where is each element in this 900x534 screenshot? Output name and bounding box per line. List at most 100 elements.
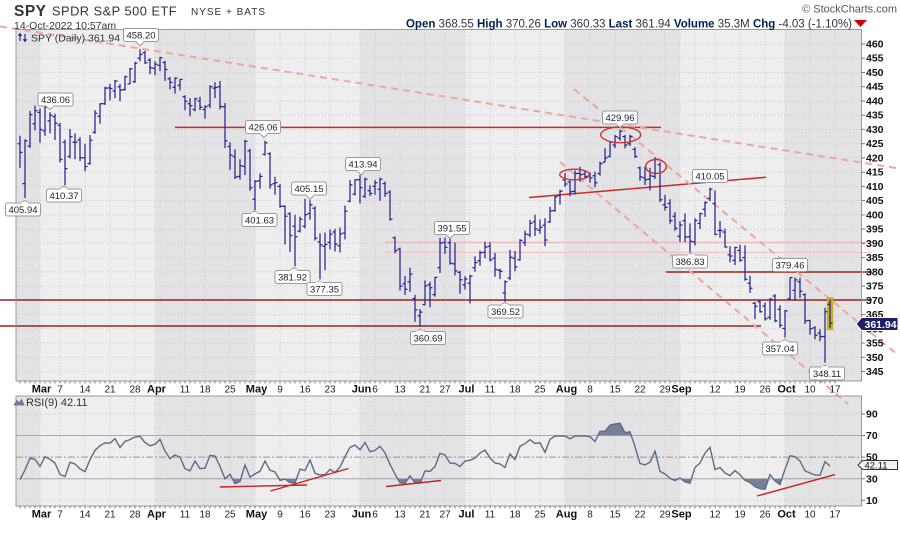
svg-text:May: May (246, 509, 268, 521)
svg-text:429.96: 429.96 (605, 113, 634, 124)
svg-text:410.37: 410.37 (49, 191, 78, 202)
svg-text:426.06: 426.06 (248, 122, 277, 133)
svg-text:405.15: 405.15 (294, 184, 323, 195)
svg-text:395: 395 (866, 224, 884, 236)
svg-text:14: 14 (79, 385, 91, 396)
svg-text:25: 25 (224, 510, 236, 521)
svg-text:9: 9 (277, 385, 283, 396)
svg-text:12: 12 (709, 385, 721, 396)
svg-text:18: 18 (509, 510, 521, 521)
svg-text:SPY: SPY (14, 3, 47, 20)
svg-text:23: 23 (324, 510, 336, 521)
svg-text:430: 430 (866, 124, 884, 136)
svg-text:13: 13 (394, 510, 406, 521)
svg-text:17: 17 (829, 385, 841, 396)
svg-text:28: 28 (129, 385, 141, 396)
svg-text:435: 435 (866, 110, 884, 122)
svg-text:350: 350 (866, 352, 884, 364)
svg-text:NYSE + BATS: NYSE + BATS (191, 7, 266, 18)
svg-text:26: 26 (759, 510, 771, 521)
svg-text:391.55: 391.55 (437, 223, 466, 234)
svg-text:15: 15 (609, 510, 621, 521)
svg-text:26: 26 (759, 385, 771, 396)
svg-text:29: 29 (659, 385, 671, 396)
svg-text:19: 19 (734, 510, 746, 521)
svg-text:390: 390 (866, 238, 884, 250)
svg-text:405: 405 (866, 195, 884, 207)
svg-text:30: 30 (866, 473, 878, 485)
svg-text:458.20: 458.20 (126, 30, 155, 41)
svg-text:11: 11 (180, 510, 191, 521)
svg-text:12: 12 (709, 510, 721, 521)
svg-text:Apr: Apr (147, 509, 167, 521)
svg-text:8: 8 (587, 385, 593, 396)
svg-text:Mar: Mar (32, 384, 52, 396)
svg-text:7: 7 (57, 385, 63, 396)
svg-text:Jul: Jul (459, 384, 475, 396)
svg-text:13: 13 (394, 385, 406, 396)
svg-text:369.52: 369.52 (491, 307, 520, 318)
svg-text:7: 7 (57, 510, 63, 521)
svg-text:375: 375 (866, 281, 884, 293)
svg-text:19: 19 (734, 385, 746, 396)
svg-text:Open 368.55 High 370.26 Low 36: Open 368.55 High 370.26 Low 360.33 Last … (406, 19, 852, 31)
svg-text:Aug: Aug (556, 384, 577, 396)
svg-text:21: 21 (104, 510, 116, 521)
svg-text:357.04: 357.04 (765, 344, 794, 355)
svg-text:9: 9 (277, 510, 283, 521)
svg-text:17: 17 (829, 510, 841, 521)
svg-text:345: 345 (866, 366, 884, 378)
svg-text:348.11: 348.11 (813, 369, 841, 380)
svg-text:Aug: Aug (556, 509, 577, 521)
svg-text:410: 410 (866, 181, 884, 193)
svg-text:Sep: Sep (671, 509, 691, 521)
svg-text:23: 23 (324, 385, 336, 396)
svg-text:SPDR S&P 500 ETF: SPDR S&P 500 ETF (52, 4, 177, 19)
svg-text:14: 14 (79, 510, 91, 521)
svg-text:361.94: 361.94 (865, 319, 897, 331)
svg-text:Sep: Sep (671, 384, 691, 396)
svg-text:May: May (246, 384, 268, 396)
svg-text:10: 10 (866, 495, 878, 507)
svg-text:Oct: Oct (777, 509, 796, 521)
svg-text:8: 8 (587, 510, 593, 521)
svg-text:450: 450 (866, 67, 884, 79)
svg-text:Oct: Oct (777, 384, 796, 396)
svg-text:360.69: 360.69 (413, 333, 442, 344)
svg-text:355: 355 (866, 338, 884, 350)
svg-text:21: 21 (419, 510, 431, 521)
svg-text:6: 6 (372, 385, 378, 396)
svg-text:Apr: Apr (147, 384, 167, 396)
svg-text:380: 380 (866, 266, 884, 278)
svg-text:401.63: 401.63 (245, 215, 274, 226)
svg-text:11: 11 (485, 385, 496, 396)
svg-text:14-Oct-2022 10:57am: 14-Oct-2022 10:57am (14, 20, 116, 32)
svg-text:16: 16 (299, 385, 311, 396)
svg-text:436.06: 436.06 (41, 95, 70, 106)
svg-text:28: 28 (129, 510, 141, 521)
svg-text:385: 385 (866, 252, 884, 264)
svg-text:420: 420 (866, 152, 884, 164)
svg-text:SPY (Daily) 361.94: SPY (Daily) 361.94 (31, 33, 120, 45)
svg-text:425: 425 (866, 138, 884, 150)
svg-text:379.46: 379.46 (775, 260, 804, 271)
svg-text:6: 6 (372, 510, 378, 521)
svg-text:25: 25 (224, 385, 236, 396)
svg-text:22: 22 (634, 510, 646, 521)
svg-text:445: 445 (866, 81, 884, 93)
svg-text:22: 22 (634, 385, 646, 396)
svg-text:370: 370 (866, 295, 884, 307)
svg-text:27: 27 (439, 385, 451, 396)
svg-text:455: 455 (866, 53, 884, 65)
svg-text:29: 29 (659, 510, 671, 521)
svg-text:42.11: 42.11 (865, 460, 888, 471)
svg-text:415: 415 (866, 167, 884, 179)
svg-text:400: 400 (866, 209, 884, 221)
svg-text:RSI(9) 42.11: RSI(9) 42.11 (26, 397, 88, 409)
svg-text:21: 21 (104, 385, 116, 396)
svg-text:460: 460 (866, 39, 884, 51)
svg-text:50: 50 (866, 452, 878, 464)
svg-text:18: 18 (199, 510, 211, 521)
svg-text:18: 18 (199, 385, 211, 396)
svg-text:410.05: 410.05 (695, 171, 724, 182)
